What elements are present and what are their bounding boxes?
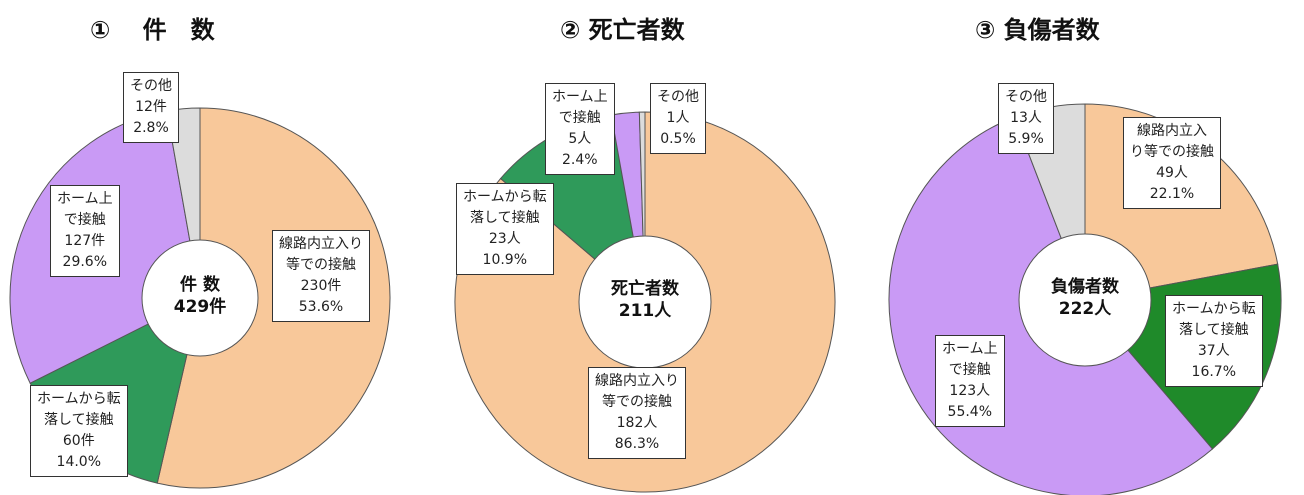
percent-label: 10.9%: [482, 252, 528, 268]
center-value: 222人: [1058, 299, 1112, 319]
value-label: 123人: [949, 383, 991, 399]
data-label-box: ホーム上 で接触 123人 55.4%: [935, 335, 1005, 427]
percent-label: 53.6%: [298, 299, 344, 315]
percent-label: 16.7%: [1191, 364, 1237, 380]
chart-title: ③ 負傷者数: [975, 10, 1100, 45]
center-label: 負傷者数 222人: [1019, 276, 1151, 320]
value-label: 127件: [64, 233, 106, 249]
percent-label: 2.8%: [133, 120, 169, 136]
category-label: 線路内立入り 等での接触: [279, 236, 363, 273]
center-value: 211人: [618, 301, 672, 321]
category-label: その他: [657, 89, 699, 105]
percent-label: 14.0%: [56, 454, 102, 470]
percent-label: 86.3%: [614, 436, 660, 452]
category-label: その他: [1005, 89, 1047, 105]
data-label-box: ホームから転 落して接触 60件 14.0%: [30, 385, 128, 477]
percent-label: 29.6%: [62, 254, 108, 270]
data-label-box: 線路内立入り 等での接触 230件 53.6%: [272, 230, 370, 322]
category-label: ホーム上 で接触: [552, 89, 608, 126]
value-label: 49人: [1156, 165, 1188, 181]
chart-title-text: ① 件 数: [90, 16, 215, 44]
data-label-box: その他 12件 2.8%: [123, 72, 179, 143]
center-title: 負傷者数: [1051, 277, 1119, 297]
chart-title: ① 件 数: [90, 10, 215, 45]
percent-label: 2.4%: [562, 152, 598, 168]
category-label: ホームから転 落して接触: [37, 391, 121, 428]
data-label-box: その他 1人 0.5%: [650, 83, 706, 154]
percent-label: 5.9%: [1008, 131, 1044, 147]
center-label: 死亡者数 211人: [579, 278, 711, 322]
center-title: 件 数: [180, 275, 220, 295]
chart-title-text: ③ 負傷者数: [975, 16, 1100, 44]
center-title: 死亡者数: [611, 279, 679, 299]
data-label-box: ホーム上 で接触 127件 29.6%: [50, 185, 120, 277]
data-label-box: 線路内立入 り等での接触 49人 22.1%: [1123, 117, 1221, 209]
value-label: 60件: [62, 433, 95, 449]
percent-label: 0.5%: [660, 131, 696, 147]
category-label: ホームから転 落して接触: [463, 189, 547, 226]
value-label: 13人: [1010, 110, 1042, 126]
data-label-box: その他 13人 5.9%: [998, 83, 1054, 154]
category-label: ホーム上 で接触: [57, 191, 113, 228]
value-label: 5人: [568, 131, 592, 147]
center-value: 429件: [173, 297, 227, 317]
value-label: 12件: [135, 99, 167, 115]
value-label: 23人: [488, 231, 521, 247]
donut-hole: [141, 239, 259, 357]
data-label-box: ホーム上 で接触 5人 2.4%: [545, 83, 615, 175]
category-label: 線路内立入 り等での接触: [1130, 123, 1214, 160]
percent-label: 55.4%: [947, 404, 993, 420]
chart-title-text: ② 死亡者数: [560, 16, 685, 44]
category-label: ホーム上 で接触: [942, 341, 998, 378]
donut-hole: [1018, 233, 1152, 367]
data-label-box: ホームから転 落して接触 23人 10.9%: [456, 183, 554, 275]
category-label: ホームから転 落して接触: [1172, 301, 1256, 338]
chart-title: ② 死亡者数: [560, 10, 685, 45]
center-label: 件 数 429件: [142, 274, 258, 318]
value-label: 37人: [1197, 343, 1230, 359]
category-label: 線路内立入り 等での接触: [595, 373, 679, 410]
data-label-box: 線路内立入り 等での接触 182人 86.3%: [588, 367, 686, 459]
percent-label: 22.1%: [1149, 186, 1195, 202]
value-label: 1人: [666, 110, 690, 126]
value-label: 230件: [300, 278, 342, 294]
value-label: 182人: [616, 415, 658, 431]
data-label-box: ホームから転 落して接触 37人 16.7%: [1165, 295, 1263, 387]
category-label: その他: [130, 78, 172, 94]
